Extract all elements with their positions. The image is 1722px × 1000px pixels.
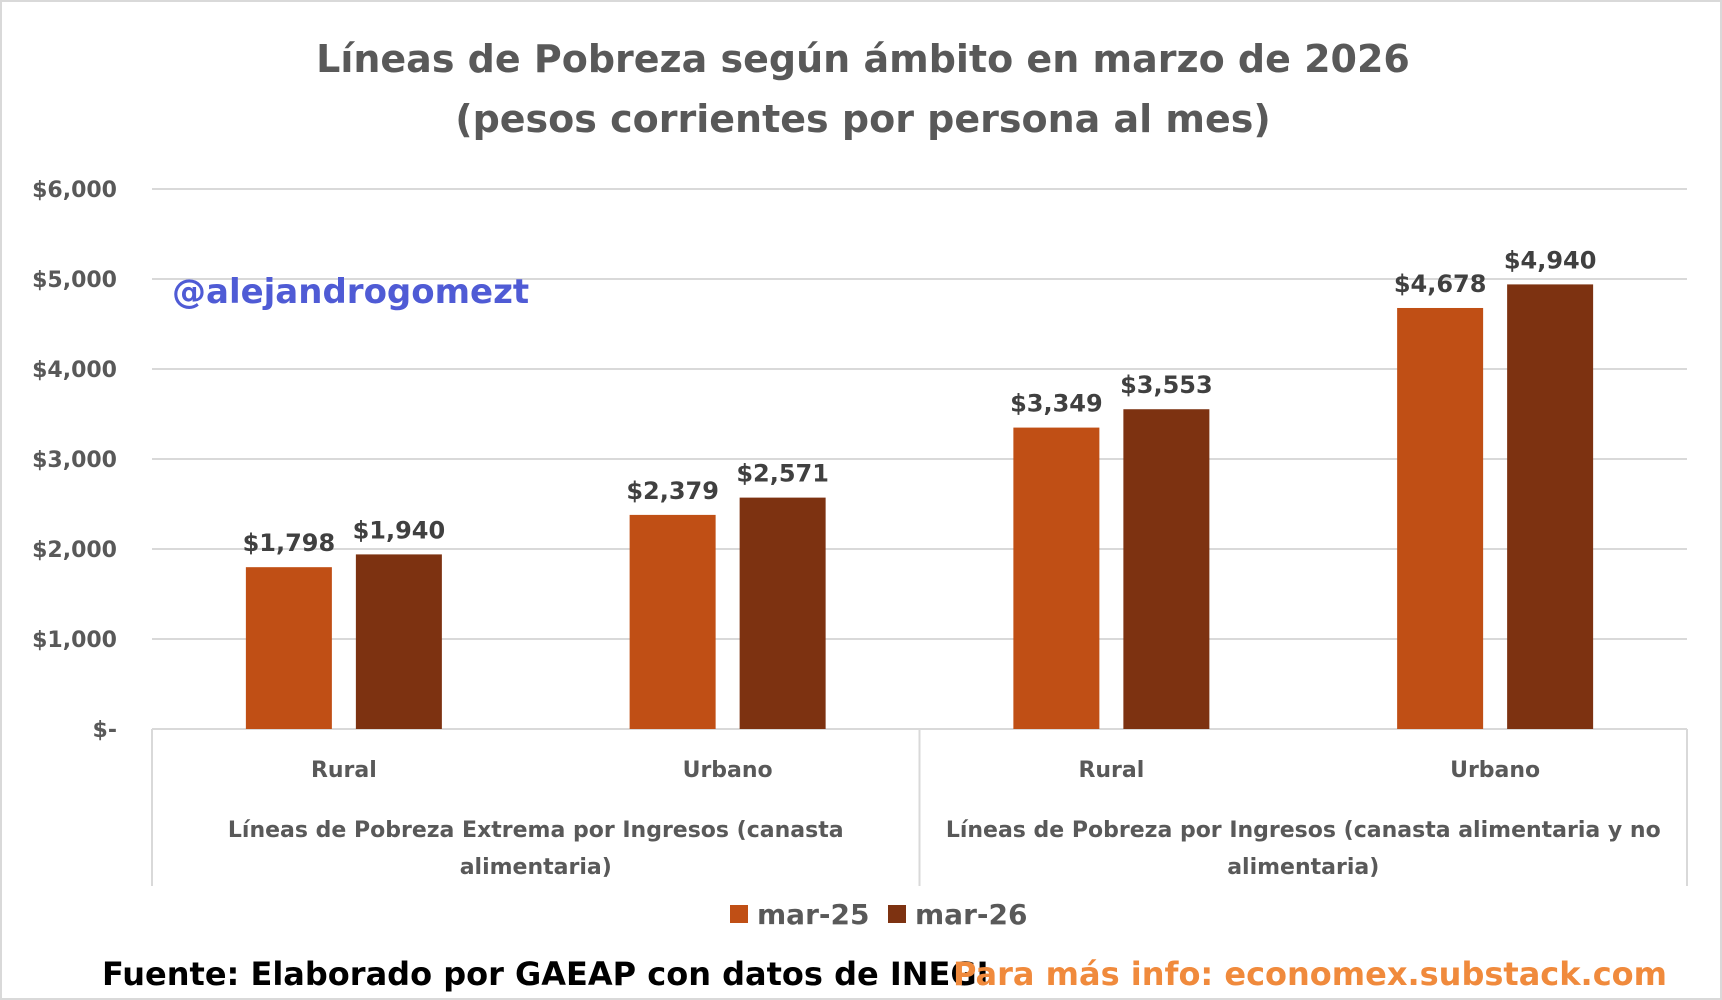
bar-mar-25 xyxy=(1397,307,1484,729)
data-label-mar-25: $3,349 xyxy=(1010,390,1103,418)
bar-mar-26 xyxy=(1123,409,1210,729)
footer-source: Fuente: Elaborado por GAEAP con datos de… xyxy=(102,955,989,993)
group-label: Líneas de Pobreza por Ingresos (canasta … xyxy=(946,818,1661,843)
legend-swatch-mar-26 xyxy=(888,905,906,923)
y-tick-label: $2,000 xyxy=(32,538,117,563)
data-label-mar-26: $2,571 xyxy=(736,460,829,488)
bar-mar-26 xyxy=(355,554,442,729)
bar-mar-26 xyxy=(1507,284,1594,729)
category-label: Urbano xyxy=(683,758,773,783)
group-label: alimentaria) xyxy=(460,855,612,880)
y-tick-label: $5,000 xyxy=(32,268,117,293)
category-label: Rural xyxy=(311,758,377,783)
y-tick-label: $6,000 xyxy=(32,178,117,203)
bar-mar-25 xyxy=(629,514,716,729)
y-tick-label: $1,000 xyxy=(32,628,117,653)
data-label-mar-26: $1,940 xyxy=(353,516,446,544)
data-label-mar-25: $1,798 xyxy=(243,529,336,557)
bar-mar-25 xyxy=(245,567,332,729)
y-tick-label: $3,000 xyxy=(32,448,117,473)
data-label-mar-26: $4,940 xyxy=(1504,246,1597,274)
bar-mar-26 xyxy=(739,497,826,729)
data-label-mar-25: $2,379 xyxy=(626,477,719,505)
chart-title-line: (pesos corrientes por persona al mes) xyxy=(455,97,1271,141)
legend-label-mar-26: mar-26 xyxy=(915,898,1027,931)
category-label: Urbano xyxy=(1450,758,1540,783)
legend-label-mar-25: mar-25 xyxy=(757,898,869,931)
category-label: Rural xyxy=(1078,758,1144,783)
bar-mar-25 xyxy=(1013,427,1100,729)
watermark-handle: @alejandrogomezt xyxy=(172,272,529,312)
data-label-mar-25: $4,678 xyxy=(1394,270,1487,298)
legend-swatch-mar-25 xyxy=(730,905,748,923)
group-label: alimentaria) xyxy=(1227,855,1379,880)
chart-title-line: Líneas de Pobreza según ámbito en marzo … xyxy=(316,37,1410,81)
footer-link: Para más info: economex.substack.com xyxy=(953,955,1667,993)
group-label: Líneas de Pobreza Extrema por Ingresos (… xyxy=(228,818,844,843)
data-label-mar-26: $3,553 xyxy=(1120,371,1213,399)
y-tick-label: $4,000 xyxy=(32,358,117,383)
y-tick-label: $- xyxy=(93,718,117,743)
